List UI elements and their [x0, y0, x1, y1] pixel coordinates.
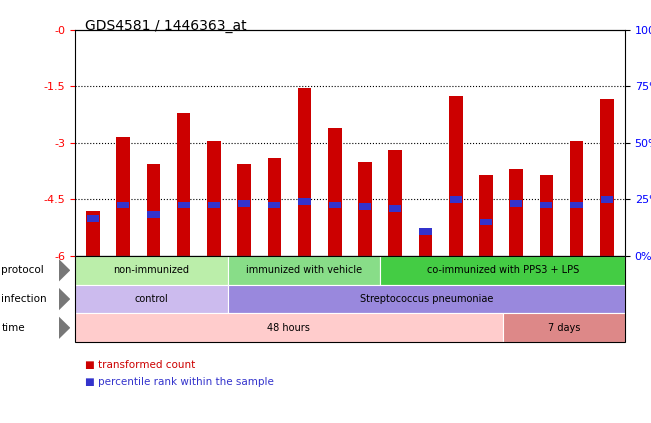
Bar	[449, 96, 462, 256]
Bar	[238, 200, 250, 206]
Bar	[298, 198, 311, 205]
Text: GDS4581 / 1446363_at: GDS4581 / 1446363_at	[85, 19, 246, 33]
Bar	[268, 158, 281, 256]
Bar	[419, 230, 432, 256]
Bar	[328, 128, 342, 256]
Bar	[600, 99, 614, 256]
Bar	[570, 202, 583, 209]
Bar	[450, 196, 462, 203]
Bar	[268, 202, 281, 209]
Bar	[540, 175, 553, 256]
Text: time: time	[1, 323, 25, 333]
Text: co-immunized with PPS3 + LPS: co-immunized with PPS3 + LPS	[426, 265, 579, 275]
Bar	[117, 202, 130, 209]
Bar	[389, 150, 402, 256]
Bar	[601, 196, 613, 203]
Bar	[510, 200, 522, 206]
Text: 7 days: 7 days	[547, 323, 580, 333]
Text: non-immunized: non-immunized	[113, 265, 189, 275]
Polygon shape	[59, 316, 70, 339]
Bar	[207, 141, 221, 256]
Text: control: control	[134, 294, 168, 304]
Text: ■ percentile rank within the sample: ■ percentile rank within the sample	[85, 377, 273, 387]
Bar	[479, 175, 493, 256]
Bar	[540, 202, 553, 209]
Bar	[178, 202, 190, 209]
Bar	[146, 164, 160, 256]
Bar	[177, 113, 191, 256]
Bar	[86, 211, 100, 256]
Polygon shape	[59, 288, 70, 310]
Bar	[117, 137, 130, 256]
Bar	[238, 164, 251, 256]
Polygon shape	[59, 259, 70, 282]
Bar	[208, 202, 220, 209]
Bar	[389, 206, 402, 212]
Bar	[298, 88, 311, 256]
Text: infection: infection	[1, 294, 47, 304]
Bar	[570, 141, 583, 256]
Bar	[329, 202, 341, 209]
Bar	[87, 215, 99, 222]
Text: Streptococcus pneumoniae: Streptococcus pneumoniae	[359, 294, 493, 304]
Bar	[358, 162, 372, 256]
Bar	[419, 228, 432, 235]
Text: 48 hours: 48 hours	[268, 323, 311, 333]
Bar	[480, 219, 492, 225]
Text: ■ transformed count: ■ transformed count	[85, 360, 195, 371]
Bar	[147, 211, 159, 218]
Bar	[359, 203, 371, 210]
Bar	[509, 169, 523, 256]
Text: protocol: protocol	[1, 265, 44, 275]
Text: immunized with vehicle: immunized with vehicle	[246, 265, 362, 275]
